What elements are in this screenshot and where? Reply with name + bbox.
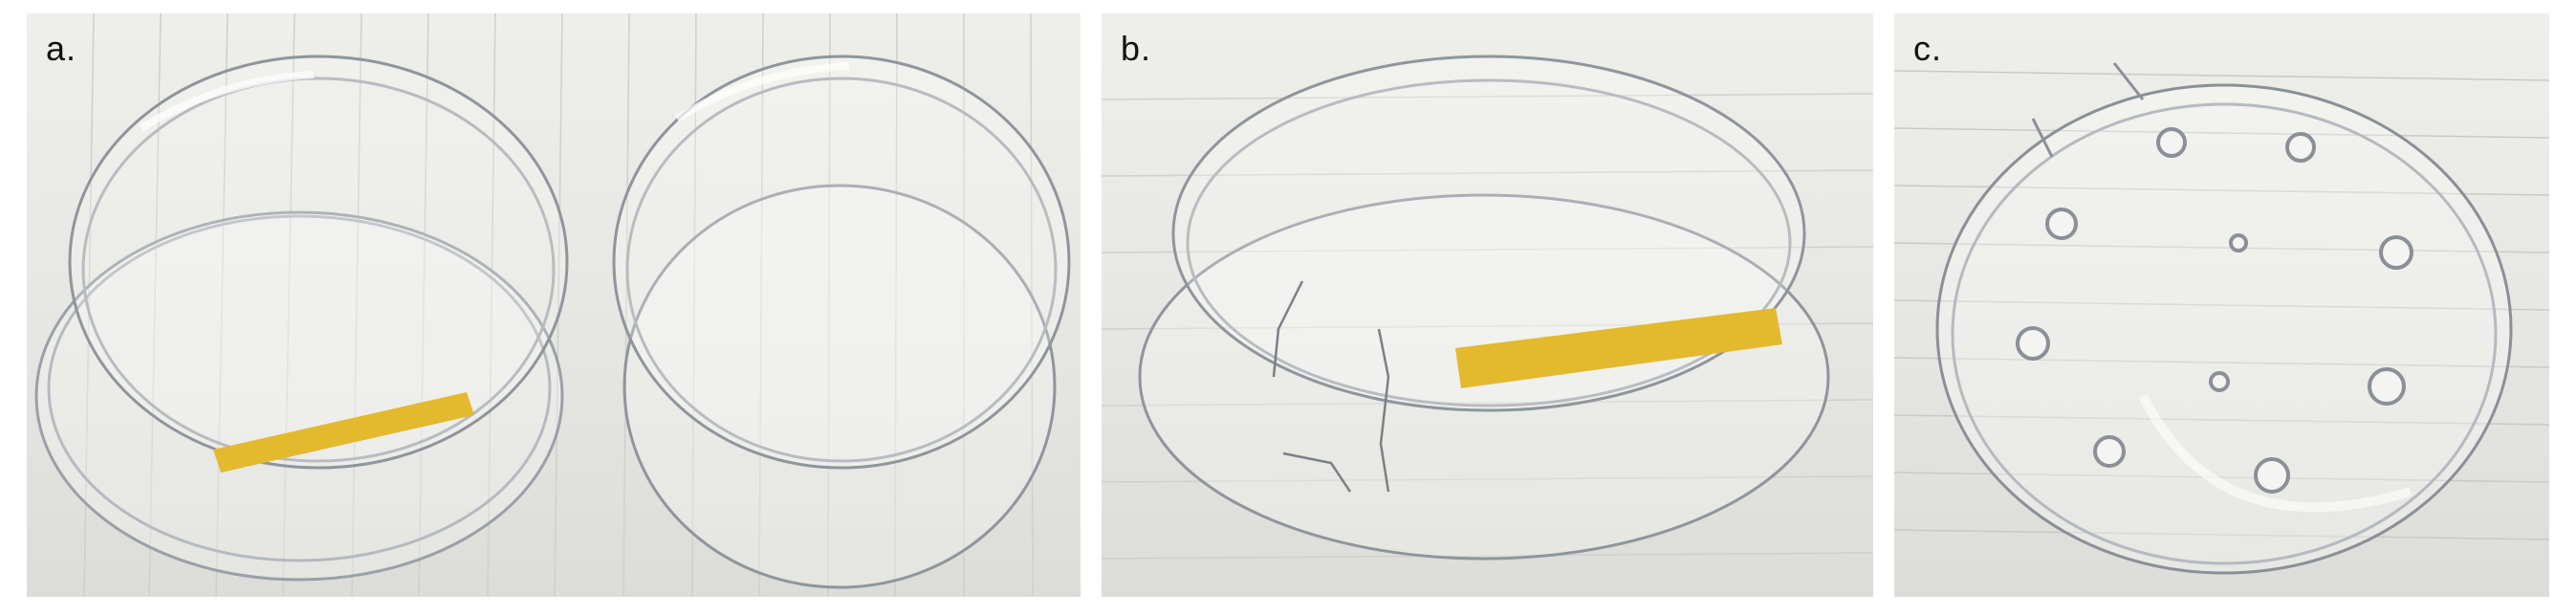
holes xyxy=(2016,127,2413,494)
perforated-dish-photo xyxy=(1894,62,2549,575)
panel-label-c: c. xyxy=(1913,29,1943,68)
crack-lines xyxy=(1272,280,1390,493)
photo-panel-c: c. xyxy=(1894,13,2549,597)
panel-label-a: a. xyxy=(46,29,77,68)
photo-panel-a: a. xyxy=(27,13,1081,597)
right-dish xyxy=(612,55,1071,589)
photo-panel-b: b. xyxy=(1102,13,1873,597)
panel-label-b: b. xyxy=(1121,29,1152,68)
petri-dishes-photo xyxy=(34,13,1071,597)
cracked-dish-photo xyxy=(1102,55,1873,561)
left-dish xyxy=(34,210,564,582)
label-tape xyxy=(1455,308,1782,388)
label-tape xyxy=(213,392,474,473)
